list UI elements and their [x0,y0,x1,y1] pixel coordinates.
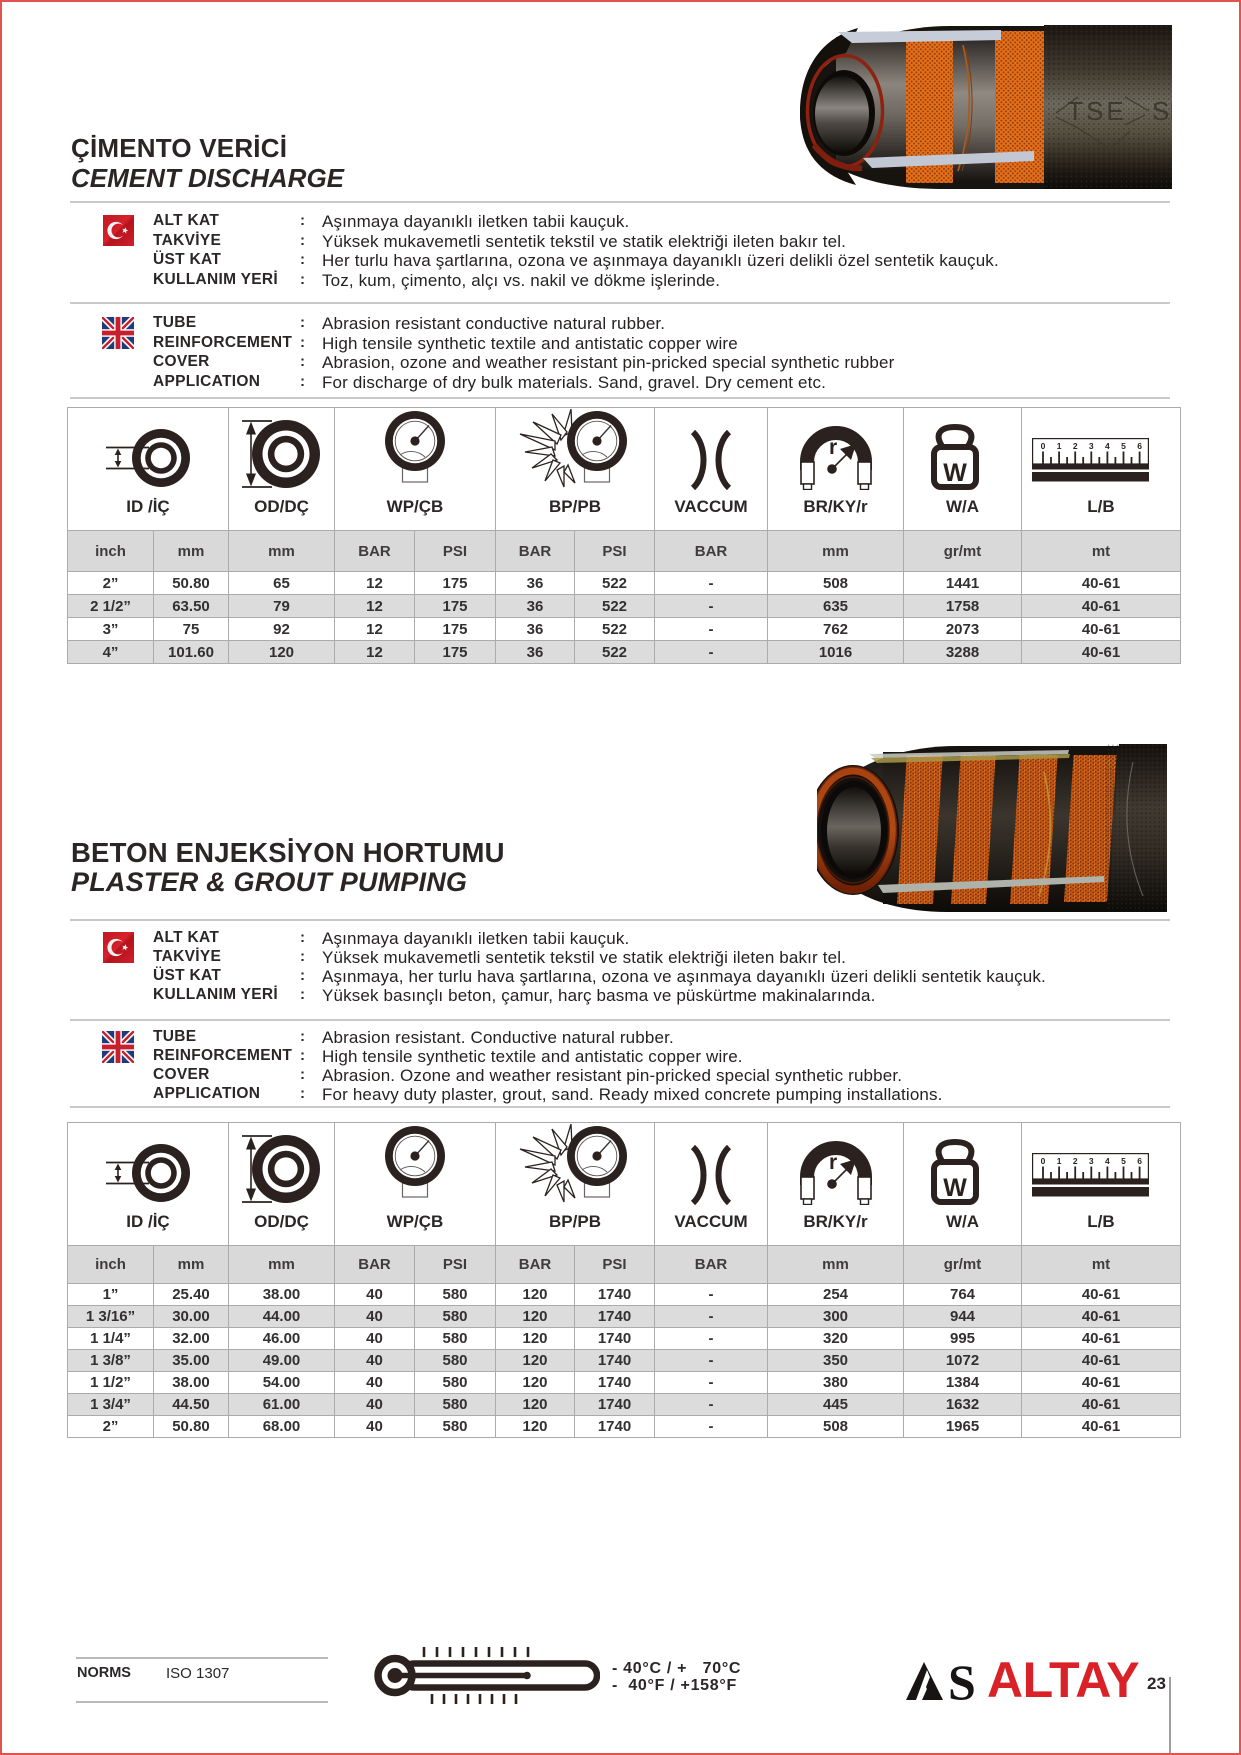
svg-text:3: 3 [1088,1156,1093,1166]
svg-text:4: 4 [1105,1156,1110,1166]
svg-text:0: 0 [1040,1156,1045,1166]
svg-text:0: 0 [1040,441,1045,451]
svg-text:4: 4 [1105,441,1110,451]
svg-text:2: 2 [1072,1156,1077,1166]
svg-text:2: 2 [1072,441,1077,451]
svg-text:6: 6 [1137,1156,1142,1166]
svg-text:r: r [829,1151,837,1174]
svg-text:W: W [943,459,967,487]
svg-text:5: 5 [1121,1156,1126,1166]
svg-text:5: 5 [1121,441,1126,451]
svg-text:r: r [829,436,837,459]
svg-text:3: 3 [1088,441,1093,451]
svg-text:1: 1 [1056,441,1061,451]
svg-text:W: W [943,1174,967,1202]
svg-text:1: 1 [1056,1156,1061,1166]
svg-text:SE: SE [1152,96,1172,126]
svg-text:TSE: TSE [1067,96,1127,126]
svg-text:S: S [948,1661,976,1701]
svg-text:6: 6 [1137,441,1142,451]
